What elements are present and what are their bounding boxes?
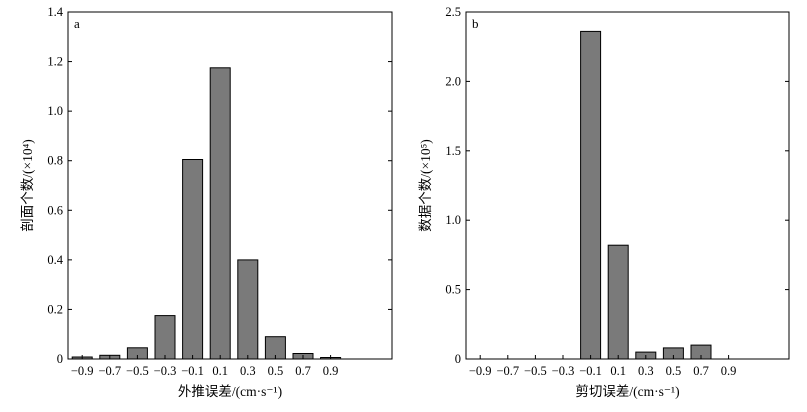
y-tick-label: 1.2 (47, 55, 63, 69)
y-tick-label: 1.4 (47, 5, 63, 19)
bar (607, 244, 629, 360)
x-tick-label: −0.7 (496, 364, 519, 378)
y-axis-label: 剖面个数/(×10⁴) (20, 139, 35, 232)
x-axis-label: 外推误差/(cm·s⁻¹) (178, 384, 282, 399)
y-tick-label: 1.0 (445, 213, 461, 227)
y-tick-label: 0.4 (47, 253, 63, 267)
x-tick-label: 0.5 (268, 364, 284, 378)
panel-label: a (74, 16, 80, 31)
y-tick-label: 0.6 (47, 203, 63, 217)
bar (237, 259, 259, 360)
x-tick-label: 0.5 (666, 364, 682, 378)
x-tick-label: 0.9 (323, 364, 339, 378)
bar (182, 159, 204, 360)
x-tick-label: 0.9 (721, 364, 737, 378)
x-tick-label: −0.5 (126, 364, 149, 378)
x-tick-label: 0.1 (610, 364, 626, 378)
y-tick-label: 0.5 (445, 283, 461, 297)
x-tick-label: 0.7 (295, 364, 311, 378)
y-axis-label: 数据个数/(×10⁵) (418, 139, 433, 232)
y-tick-label: 2.0 (445, 74, 461, 88)
x-tick-label: −0.9 (71, 364, 94, 378)
panel-label: b (472, 16, 479, 31)
x-tick-label: −0.3 (154, 364, 177, 378)
y-tick-label: 2.5 (445, 5, 461, 19)
y-tick-label: 1.5 (445, 144, 461, 158)
bar (209, 67, 231, 360)
y-tick-label: 1.0 (47, 104, 63, 118)
x-tick-label: −0.5 (524, 364, 547, 378)
bar (154, 315, 176, 360)
x-tick-label: −0.1 (181, 364, 204, 378)
y-tick-label: 0.2 (47, 302, 63, 316)
y-tick-label: 0 (57, 352, 63, 366)
x-tick-label: 0.3 (638, 364, 654, 378)
x-tick-label: 0.1 (212, 364, 228, 378)
chart-panel-a: −0.9 −0.7 −0.5 −0.3 −0.1 0.1 0.3 0.5 0.7 0.9 0 0.2 0… (20, 5, 393, 399)
y-tick-label: 0.8 (47, 154, 63, 168)
x-tick-label: −0.7 (98, 364, 121, 378)
x-tick-label: −0.3 (552, 364, 575, 378)
y-tick-label: 0 (455, 352, 461, 366)
x-tick-label: 0.3 (240, 364, 256, 378)
x-tick-label: 0.7 (693, 364, 709, 378)
x-axis-label: 剪切误差/(cm·s⁻¹) (575, 384, 679, 399)
x-tick-label: −0.9 (469, 364, 492, 378)
chart-panel-b: −0.9 −0.7 −0.5 −0.3 −0.1 0.1 0.3 0.5 0.7 0.9 0 0.5 1… (418, 5, 790, 399)
x-tick-label: −0.1 (579, 364, 602, 378)
bar (580, 30, 602, 360)
